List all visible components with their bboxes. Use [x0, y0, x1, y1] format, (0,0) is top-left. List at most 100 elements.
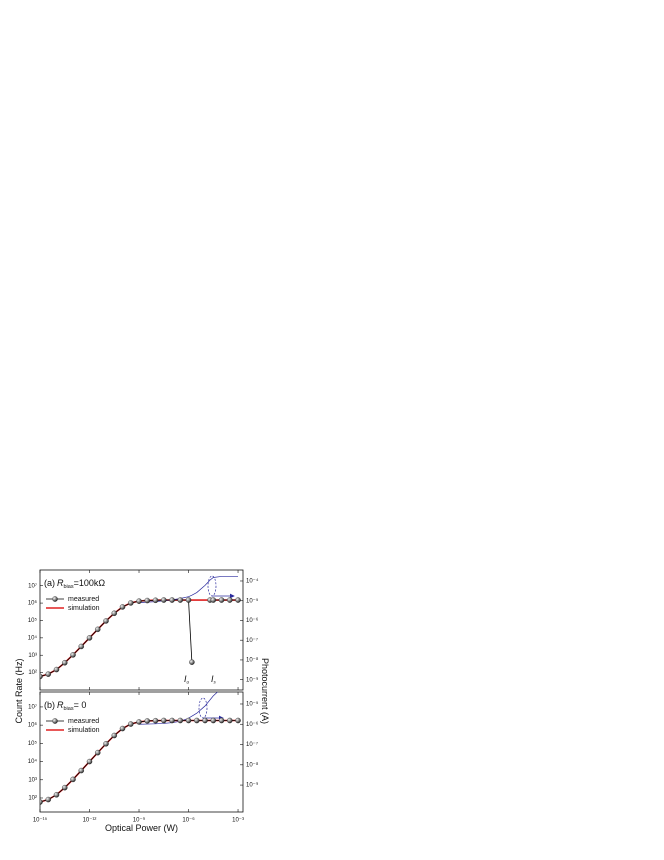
- x-tick-label: 10⁻⁶: [182, 817, 195, 824]
- legend-label: simulation: [68, 605, 100, 612]
- data-point: [70, 652, 76, 658]
- data-point: [103, 618, 109, 624]
- data-point: [128, 721, 134, 727]
- legend-marker: [52, 596, 58, 602]
- photocurrent-line: [138, 576, 239, 603]
- dashed-ellipse: [207, 575, 217, 597]
- data-point: [45, 796, 51, 803]
- y2-tick-label: 10⁻⁵: [246, 597, 259, 604]
- y-tick-label: 10³: [28, 653, 37, 659]
- plot-area: [40, 576, 241, 680]
- y-tick-label: 10⁵: [28, 617, 38, 624]
- y2-tick-label: 10⁻⁷: [246, 741, 258, 748]
- y-tick-label: 10²: [28, 796, 37, 802]
- data-point: [61, 784, 68, 791]
- photocurrent-line: [139, 692, 218, 725]
- data-point: [111, 610, 118, 617]
- param-sub: bias: [64, 584, 74, 590]
- y-tick-label: 10³: [28, 777, 37, 783]
- y2-tick-label: 10⁻⁶: [246, 617, 259, 624]
- data-point: [136, 598, 142, 604]
- annotation: Is: [211, 674, 217, 685]
- data-point: [111, 732, 118, 739]
- y2-tick-label: 10⁻⁵: [246, 701, 259, 708]
- y2-tick-label: 10⁻⁸: [246, 761, 259, 768]
- data-point: [210, 597, 217, 603]
- data-point: [185, 717, 192, 724]
- data-point: [185, 597, 192, 603]
- data-point: [177, 597, 184, 603]
- legend-label: simulation: [68, 727, 100, 734]
- y2-tick-label: 10⁻⁸: [246, 657, 259, 664]
- x-axis-title: Optical Power (W): [105, 823, 178, 833]
- annotation-sub: u: [187, 680, 190, 685]
- data-point: [86, 635, 93, 641]
- param-value: =100kΩ: [74, 578, 106, 588]
- plot-frame: [39, 691, 244, 813]
- y2-tick-label: 10⁻⁴: [246, 578, 259, 585]
- y-tick-label: 10⁴: [28, 758, 38, 765]
- param: R: [57, 578, 64, 588]
- data-point: [95, 626, 101, 633]
- plot-area: [40, 692, 241, 805]
- data-point: [152, 597, 159, 604]
- y-tick-label: 10²: [28, 670, 37, 676]
- data-point: [218, 717, 225, 724]
- annotation-text: I: [184, 674, 187, 684]
- y2-tick-label: 10⁻⁹: [246, 676, 259, 683]
- data-point: [210, 717, 217, 724]
- data-point: [40, 673, 43, 680]
- panel-label: (a) Rbias=100kΩ: [44, 578, 105, 590]
- y-tick-label: 10⁴: [28, 634, 38, 641]
- y2-tick-label: 10⁻⁷: [246, 637, 258, 644]
- data-point: [78, 643, 85, 650]
- param-value: = 0: [74, 700, 87, 710]
- data-point: [53, 666, 60, 673]
- y-tick-label: 10⁷: [28, 704, 37, 711]
- data-point: [70, 776, 76, 783]
- data-point: [152, 717, 159, 724]
- data-point: [169, 717, 175, 724]
- y2-tick-label: 10⁻⁹: [246, 782, 259, 789]
- data-point: [86, 758, 93, 765]
- legend-label: measured: [68, 596, 99, 603]
- data-point: [202, 717, 208, 724]
- data-point: [103, 741, 109, 747]
- param-sub: bias: [64, 706, 74, 712]
- data-point: [78, 767, 85, 774]
- annotation-text: I: [211, 674, 214, 684]
- x-tick-label: 10⁻¹²: [83, 818, 97, 824]
- data-point: [235, 717, 241, 724]
- data-point: [169, 597, 175, 603]
- data-point: [45, 671, 51, 677]
- data-point: [177, 717, 184, 724]
- data-point: [61, 659, 68, 666]
- data-point: [144, 597, 151, 604]
- data-point: [144, 718, 151, 724]
- y-tick-label: 10⁶: [28, 600, 38, 607]
- data-point: [227, 717, 233, 724]
- data-point: [40, 799, 43, 805]
- data-point: [218, 597, 225, 603]
- data-point: [161, 717, 167, 724]
- data-point: [119, 725, 126, 732]
- annotation-sub: s: [214, 680, 217, 685]
- y2-axis-title: Photocurrent (A): [260, 658, 270, 724]
- x-tick-label: 10⁻¹⁵: [33, 817, 48, 824]
- plot-frame: [39, 569, 244, 691]
- annotation: Iu: [184, 674, 190, 685]
- legend-marker: [52, 718, 58, 724]
- data-point: [194, 717, 200, 724]
- data-point: [161, 597, 167, 603]
- y-axis-title: Count Rate (Hz): [14, 658, 24, 723]
- data-point: [53, 792, 60, 798]
- data-point: [227, 597, 233, 603]
- y2-tick-label: 10⁻⁶: [246, 721, 259, 728]
- y-tick-label: 10⁶: [28, 722, 38, 729]
- data-point: [95, 749, 101, 756]
- data-point: [136, 719, 142, 725]
- panel-label: (b) Rbias= 0: [44, 700, 86, 712]
- panel-id: (b): [44, 700, 55, 710]
- x-tick-label: 10⁻³: [232, 818, 244, 824]
- data-point: [235, 597, 241, 603]
